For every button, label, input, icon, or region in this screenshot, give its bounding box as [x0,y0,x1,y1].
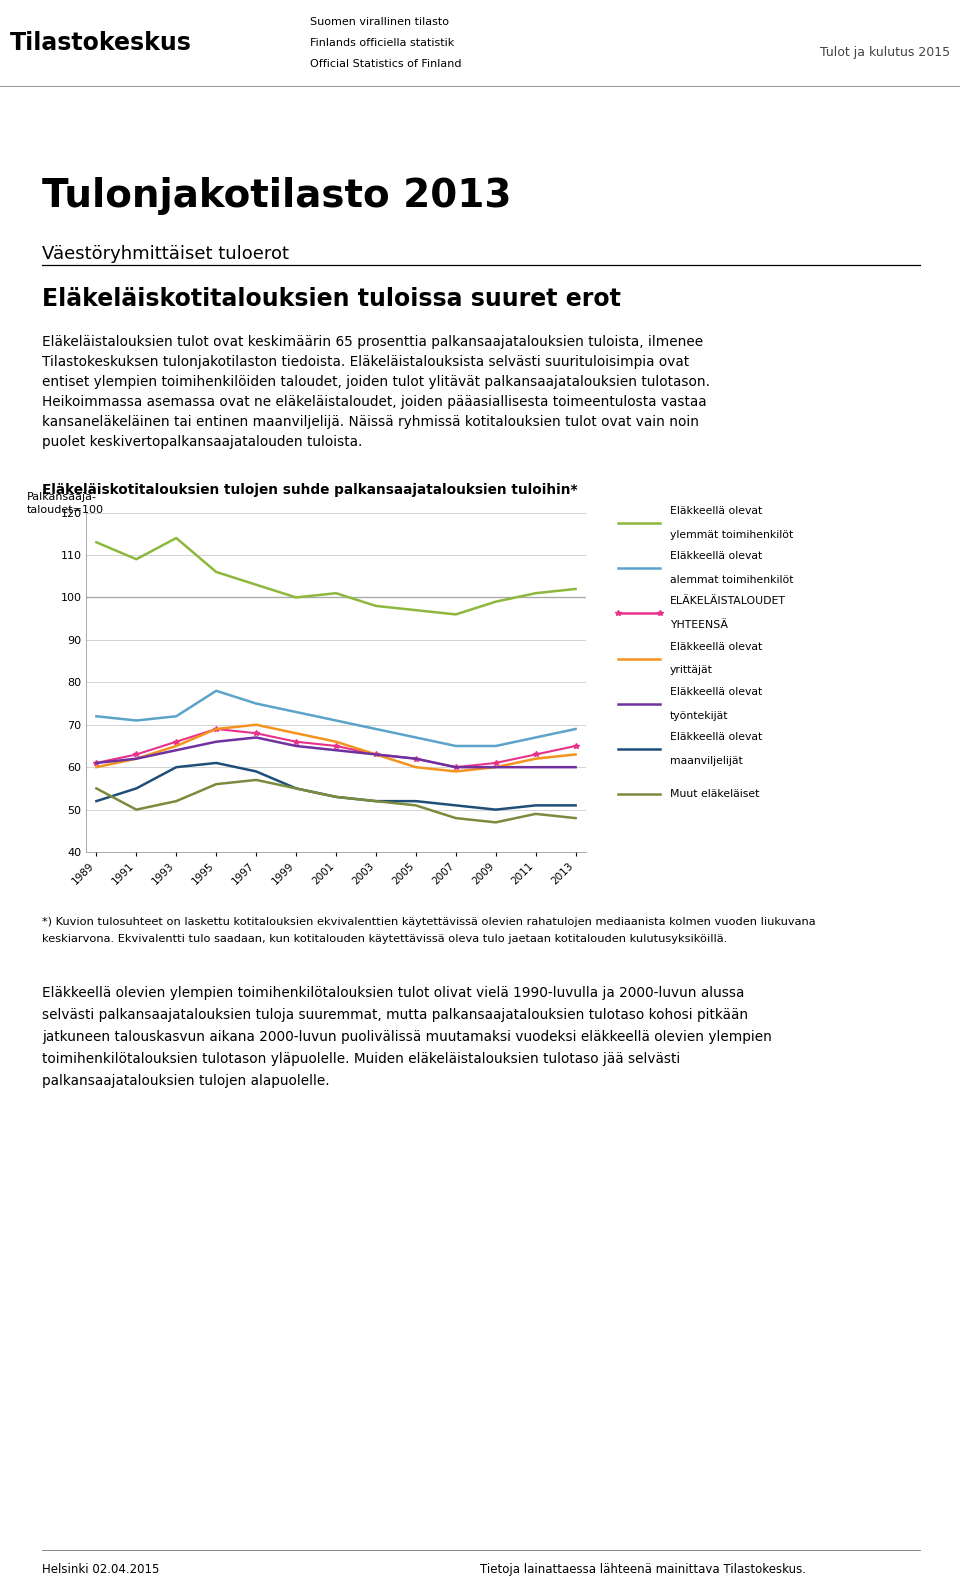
Text: Official Statistics of Finland: Official Statistics of Finland [310,59,462,70]
Text: Muut eläkeläiset: Muut eläkeläiset [670,789,759,799]
Text: selvästi palkansaajatalouksien tuloja suuremmat, mutta palkansaajatalouksien tul: selvästi palkansaajatalouksien tuloja su… [42,1008,748,1022]
Text: Finlands officiella statistik: Finlands officiella statistik [310,38,454,48]
Text: Tilastokeskuksen tulonjakotilaston tiedoista. Eläkeläistalouksista selvästi suur: Tilastokeskuksen tulonjakotilaston tiedo… [42,355,689,369]
Text: maanviljelijät: maanviljelijät [670,756,743,766]
Text: Väestöryhmittäiset tuloerot: Väestöryhmittäiset tuloerot [42,246,289,263]
Text: Heikoimmassa asemassa ovat ne eläkeläistaloudet, joiden pääasiallisesta toimeent: Heikoimmassa asemassa ovat ne eläkeläist… [42,395,707,409]
Text: Suomen virallinen tilasto: Suomen virallinen tilasto [310,17,449,27]
Text: ylemmät toimihenkilöt: ylemmät toimihenkilöt [670,529,793,539]
Text: alemmat toimihenkilöt: alemmat toimihenkilöt [670,575,793,585]
Text: Eläkkeellä olevat: Eläkkeellä olevat [670,686,762,697]
Text: Eläkeläiskotitalouksien tuloissa suuret erot: Eläkeläiskotitalouksien tuloissa suuret … [42,287,621,311]
Text: Tilastokeskus: Tilastokeskus [10,32,192,55]
Text: ELÄKELÄISTALOUDET: ELÄKELÄISTALOUDET [670,596,786,607]
Text: *) Kuvion tulosuhteet on laskettu kotitalouksien ekvivalenttien käytettävissä ol: *) Kuvion tulosuhteet on laskettu kotita… [42,918,816,927]
Text: Eläkkeellä olevat: Eläkkeellä olevat [670,642,762,651]
Text: Helsinki 02.04.2015: Helsinki 02.04.2015 [42,1563,159,1575]
Text: jatkuneen talouskasvun aikana 2000-luvun puolivälissä muutamaksi vuodeksi eläkke: jatkuneen talouskasvun aikana 2000-luvun… [42,1030,772,1045]
Text: YHTEENSÄ: YHTEENSÄ [670,620,728,631]
Text: entiset ylempien toimihenkilöiden taloudet, joiden tulot ylitävät palkansaajatal: entiset ylempien toimihenkilöiden taloud… [42,374,710,388]
Text: yrittäjät: yrittäjät [670,666,712,675]
Text: Tietoja lainattaessa lähteenä mainittava Tilastokeskus.: Tietoja lainattaessa lähteenä mainittava… [480,1563,806,1575]
Text: kansaneläkeläinen tai entinen maanviljelijä. Näissä ryhmissä kotitalouksien tulo: kansaneläkeläinen tai entinen maanviljel… [42,415,699,428]
Text: Eläkkeellä olevat: Eläkkeellä olevat [670,552,762,561]
Text: Palkansaaja-
taloudet=100: Palkansaaja- taloudet=100 [27,493,104,515]
Text: työntekijät: työntekijät [670,710,729,721]
Text: palkansaajatalouksien tulojen alapuolelle.: palkansaajatalouksien tulojen alapuolell… [42,1073,329,1087]
Text: Tulot ja kulutus 2015: Tulot ja kulutus 2015 [820,46,950,59]
Text: Eläkeläiskotitalouksien tulojen suhde palkansaajatalouksien tuloihin*: Eläkeläiskotitalouksien tulojen suhde pa… [42,482,578,496]
Text: Tulonjakotilasto 2013: Tulonjakotilasto 2013 [42,178,512,216]
Text: toimihenkilötalouksien tulotason yläpuolelle. Muiden eläkeläistalouksien tulotas: toimihenkilötalouksien tulotason yläpuol… [42,1052,681,1065]
Text: Eläkkeellä olevien ylempien toimihenkilötalouksien tulot olivat vielä 1990-luvul: Eläkkeellä olevien ylempien toimihenkilö… [42,986,744,1000]
Text: keskiarvona. Ekvivalentti tulo saadaan, kun kotitalouden käytettävissä oleva tul: keskiarvona. Ekvivalentti tulo saadaan, … [42,934,728,945]
Text: Eläkkeellä olevat: Eläkkeellä olevat [670,506,762,517]
Text: Eläkkeellä olevat: Eläkkeellä olevat [670,732,762,742]
Text: Eläkeläistalouksien tulot ovat keskimäärin 65 prosenttia palkansaajatalouksien t: Eläkeläistalouksien tulot ovat keskimäär… [42,334,703,349]
Text: puolet keskivertopalkansaajatalouden tuloista.: puolet keskivertopalkansaajatalouden tul… [42,434,362,449]
